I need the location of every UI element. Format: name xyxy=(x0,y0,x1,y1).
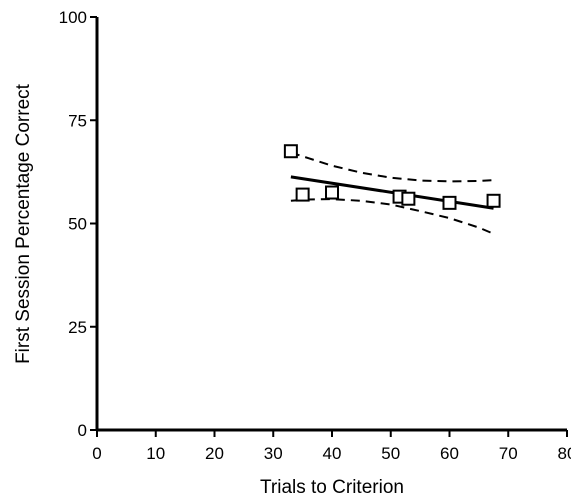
lower-confidence-curve xyxy=(290,198,494,235)
y-tick-label: 0 xyxy=(78,421,87,440)
y-ticks: 0 25 50 75 100 xyxy=(59,8,97,440)
upper-confidence-curve xyxy=(290,151,494,183)
y-tick-label: 25 xyxy=(68,318,87,337)
data-point xyxy=(486,193,501,208)
x-tick-label: 80 xyxy=(558,444,571,463)
x-ticks: 0 10 20 30 40 50 60 70 80 xyxy=(92,430,571,463)
data-point xyxy=(325,185,339,200)
x-tick-label: 60 xyxy=(440,444,459,463)
data-point xyxy=(295,187,310,202)
y-tick-label: 100 xyxy=(59,8,87,27)
data-point xyxy=(401,191,416,206)
x-tick-label: 10 xyxy=(146,444,165,463)
y-tick-label: 50 xyxy=(68,215,87,234)
y-tick-label: 75 xyxy=(68,111,87,130)
x-axis-title: Trials to Criterion xyxy=(260,477,404,498)
x-tick-label: 30 xyxy=(264,444,283,463)
data-points xyxy=(283,144,501,210)
x-tick-label: 20 xyxy=(205,444,224,463)
regression-line xyxy=(290,175,494,210)
x-tick-label: 70 xyxy=(499,444,518,463)
axes xyxy=(95,17,567,432)
data-point xyxy=(283,144,298,159)
x-tick-label: 50 xyxy=(381,444,400,463)
regression-line-group xyxy=(290,175,494,210)
y-axis-title: First Session Percentage Correct xyxy=(13,83,34,364)
confidence-band xyxy=(290,151,494,235)
x-tick-label: 0 xyxy=(92,444,101,463)
x-tick-label: 40 xyxy=(323,444,342,463)
data-point xyxy=(442,195,457,210)
